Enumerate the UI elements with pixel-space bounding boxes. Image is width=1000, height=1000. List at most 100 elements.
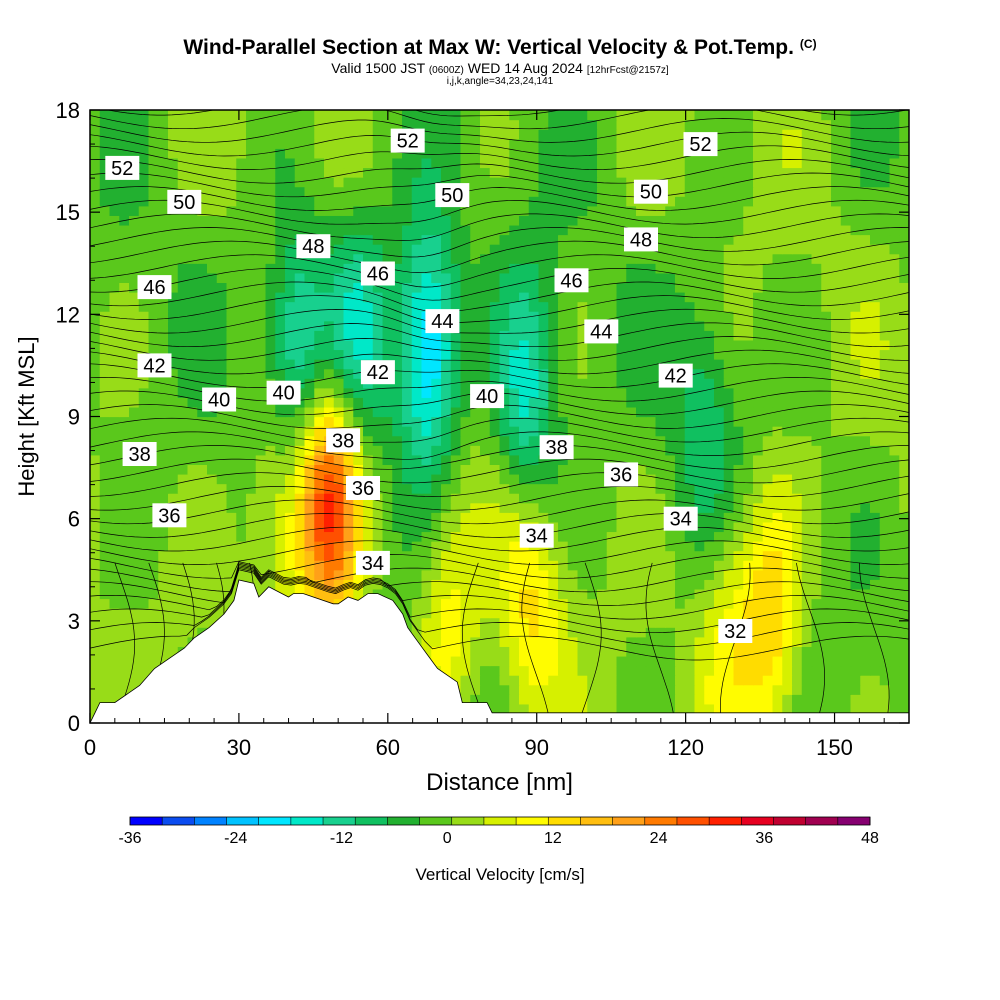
velocity-cell — [392, 263, 403, 274]
velocity-cell — [704, 454, 715, 465]
velocity-cell — [99, 282, 111, 293]
velocity-cell — [870, 531, 881, 542]
velocity-cell — [831, 416, 842, 427]
velocity-cell — [99, 445, 111, 456]
velocity-cell — [870, 272, 881, 284]
velocity-cell — [226, 157, 237, 169]
velocity-cell — [314, 320, 325, 331]
velocity-cell — [723, 694, 735, 705]
velocity-cell — [216, 167, 228, 178]
velocity-cell — [577, 253, 588, 264]
velocity-cell — [538, 493, 549, 504]
velocity-cell — [645, 215, 657, 226]
velocity-cell — [236, 311, 247, 322]
velocity-cell — [606, 541, 618, 552]
velocity-cell — [870, 493, 881, 504]
velocity-cell — [665, 445, 676, 456]
velocity-cell — [411, 378, 423, 389]
velocity-cell — [645, 339, 657, 351]
velocity-cell — [538, 550, 549, 561]
velocity-cell — [168, 464, 179, 475]
velocity-cell — [714, 426, 725, 437]
velocity-cell — [314, 588, 325, 600]
velocity-cell — [450, 502, 462, 513]
velocity-cell — [372, 541, 384, 552]
velocity-cell — [411, 301, 423, 312]
velocity-cell — [285, 464, 296, 475]
velocity-cell — [684, 646, 696, 657]
velocity-cell — [558, 464, 569, 475]
velocity-cell — [792, 579, 803, 590]
velocity-cell — [636, 617, 647, 628]
velocity-cell — [90, 473, 101, 485]
velocity-cell — [470, 234, 481, 245]
velocity-cell — [548, 215, 559, 226]
velocity-cell — [519, 502, 530, 513]
velocity-cell — [197, 435, 208, 446]
velocity-cell — [860, 703, 871, 715]
velocity-cell — [801, 215, 813, 226]
velocity-cell — [441, 177, 452, 188]
velocity-cell — [772, 454, 783, 465]
velocity-cell — [99, 272, 111, 284]
velocity-cell — [324, 196, 335, 207]
velocity-cell — [255, 454, 267, 465]
velocity-cell — [811, 368, 822, 379]
velocity-cell — [704, 445, 715, 456]
velocity-cell — [187, 550, 198, 561]
velocity-cell — [626, 569, 637, 580]
velocity-cell — [714, 186, 725, 197]
velocity-cell — [616, 483, 627, 494]
velocity-cell — [402, 454, 413, 465]
velocity-cell — [168, 627, 179, 638]
velocity-cell — [801, 694, 813, 705]
velocity-cell — [879, 646, 891, 657]
velocity-cell — [236, 234, 247, 245]
velocity-cell — [216, 244, 228, 255]
velocity-cell — [460, 320, 471, 331]
velocity-cell — [548, 493, 559, 504]
velocity-cell — [519, 435, 530, 446]
velocity-cell — [324, 349, 335, 360]
velocity-cell — [129, 426, 140, 437]
velocity-cell — [470, 301, 481, 312]
velocity-cell — [119, 464, 130, 475]
velocity-cell — [743, 406, 754, 418]
velocity-cell — [821, 473, 832, 485]
velocity-cell — [782, 512, 793, 523]
velocity-cell — [324, 215, 335, 226]
velocity-cell — [743, 483, 754, 494]
velocity-cell — [109, 291, 120, 303]
velocity-cell — [762, 483, 774, 494]
velocity-cell — [216, 483, 228, 494]
velocity-cell — [811, 253, 822, 264]
velocity-cell — [694, 464, 705, 475]
velocity-cell — [119, 359, 130, 370]
velocity-cell — [665, 703, 676, 715]
velocity-cell — [138, 598, 150, 609]
velocity-cell — [187, 378, 198, 389]
velocity-cell — [597, 531, 608, 542]
velocity-cell — [762, 330, 774, 341]
velocity-cell — [714, 311, 725, 322]
velocity-cell — [255, 177, 267, 188]
velocity-cell — [606, 531, 618, 542]
velocity-cell — [801, 493, 813, 504]
velocity-cell — [597, 445, 608, 456]
velocity-cell — [255, 291, 267, 303]
velocity-cell — [567, 454, 579, 465]
velocity-cell — [99, 378, 111, 389]
velocity-cell — [889, 416, 900, 427]
velocity-cell — [723, 512, 735, 523]
velocity-cell — [626, 378, 637, 389]
velocity-cell — [899, 387, 909, 398]
velocity-cell — [90, 502, 101, 513]
velocity-cell — [90, 186, 101, 197]
velocity-cell — [587, 416, 598, 427]
velocity-cell — [850, 311, 861, 322]
velocity-cell — [304, 426, 315, 437]
velocity-cell — [470, 359, 481, 370]
velocity-cell — [782, 205, 793, 216]
velocity-cell — [343, 454, 354, 465]
velocity-cell — [168, 311, 179, 322]
